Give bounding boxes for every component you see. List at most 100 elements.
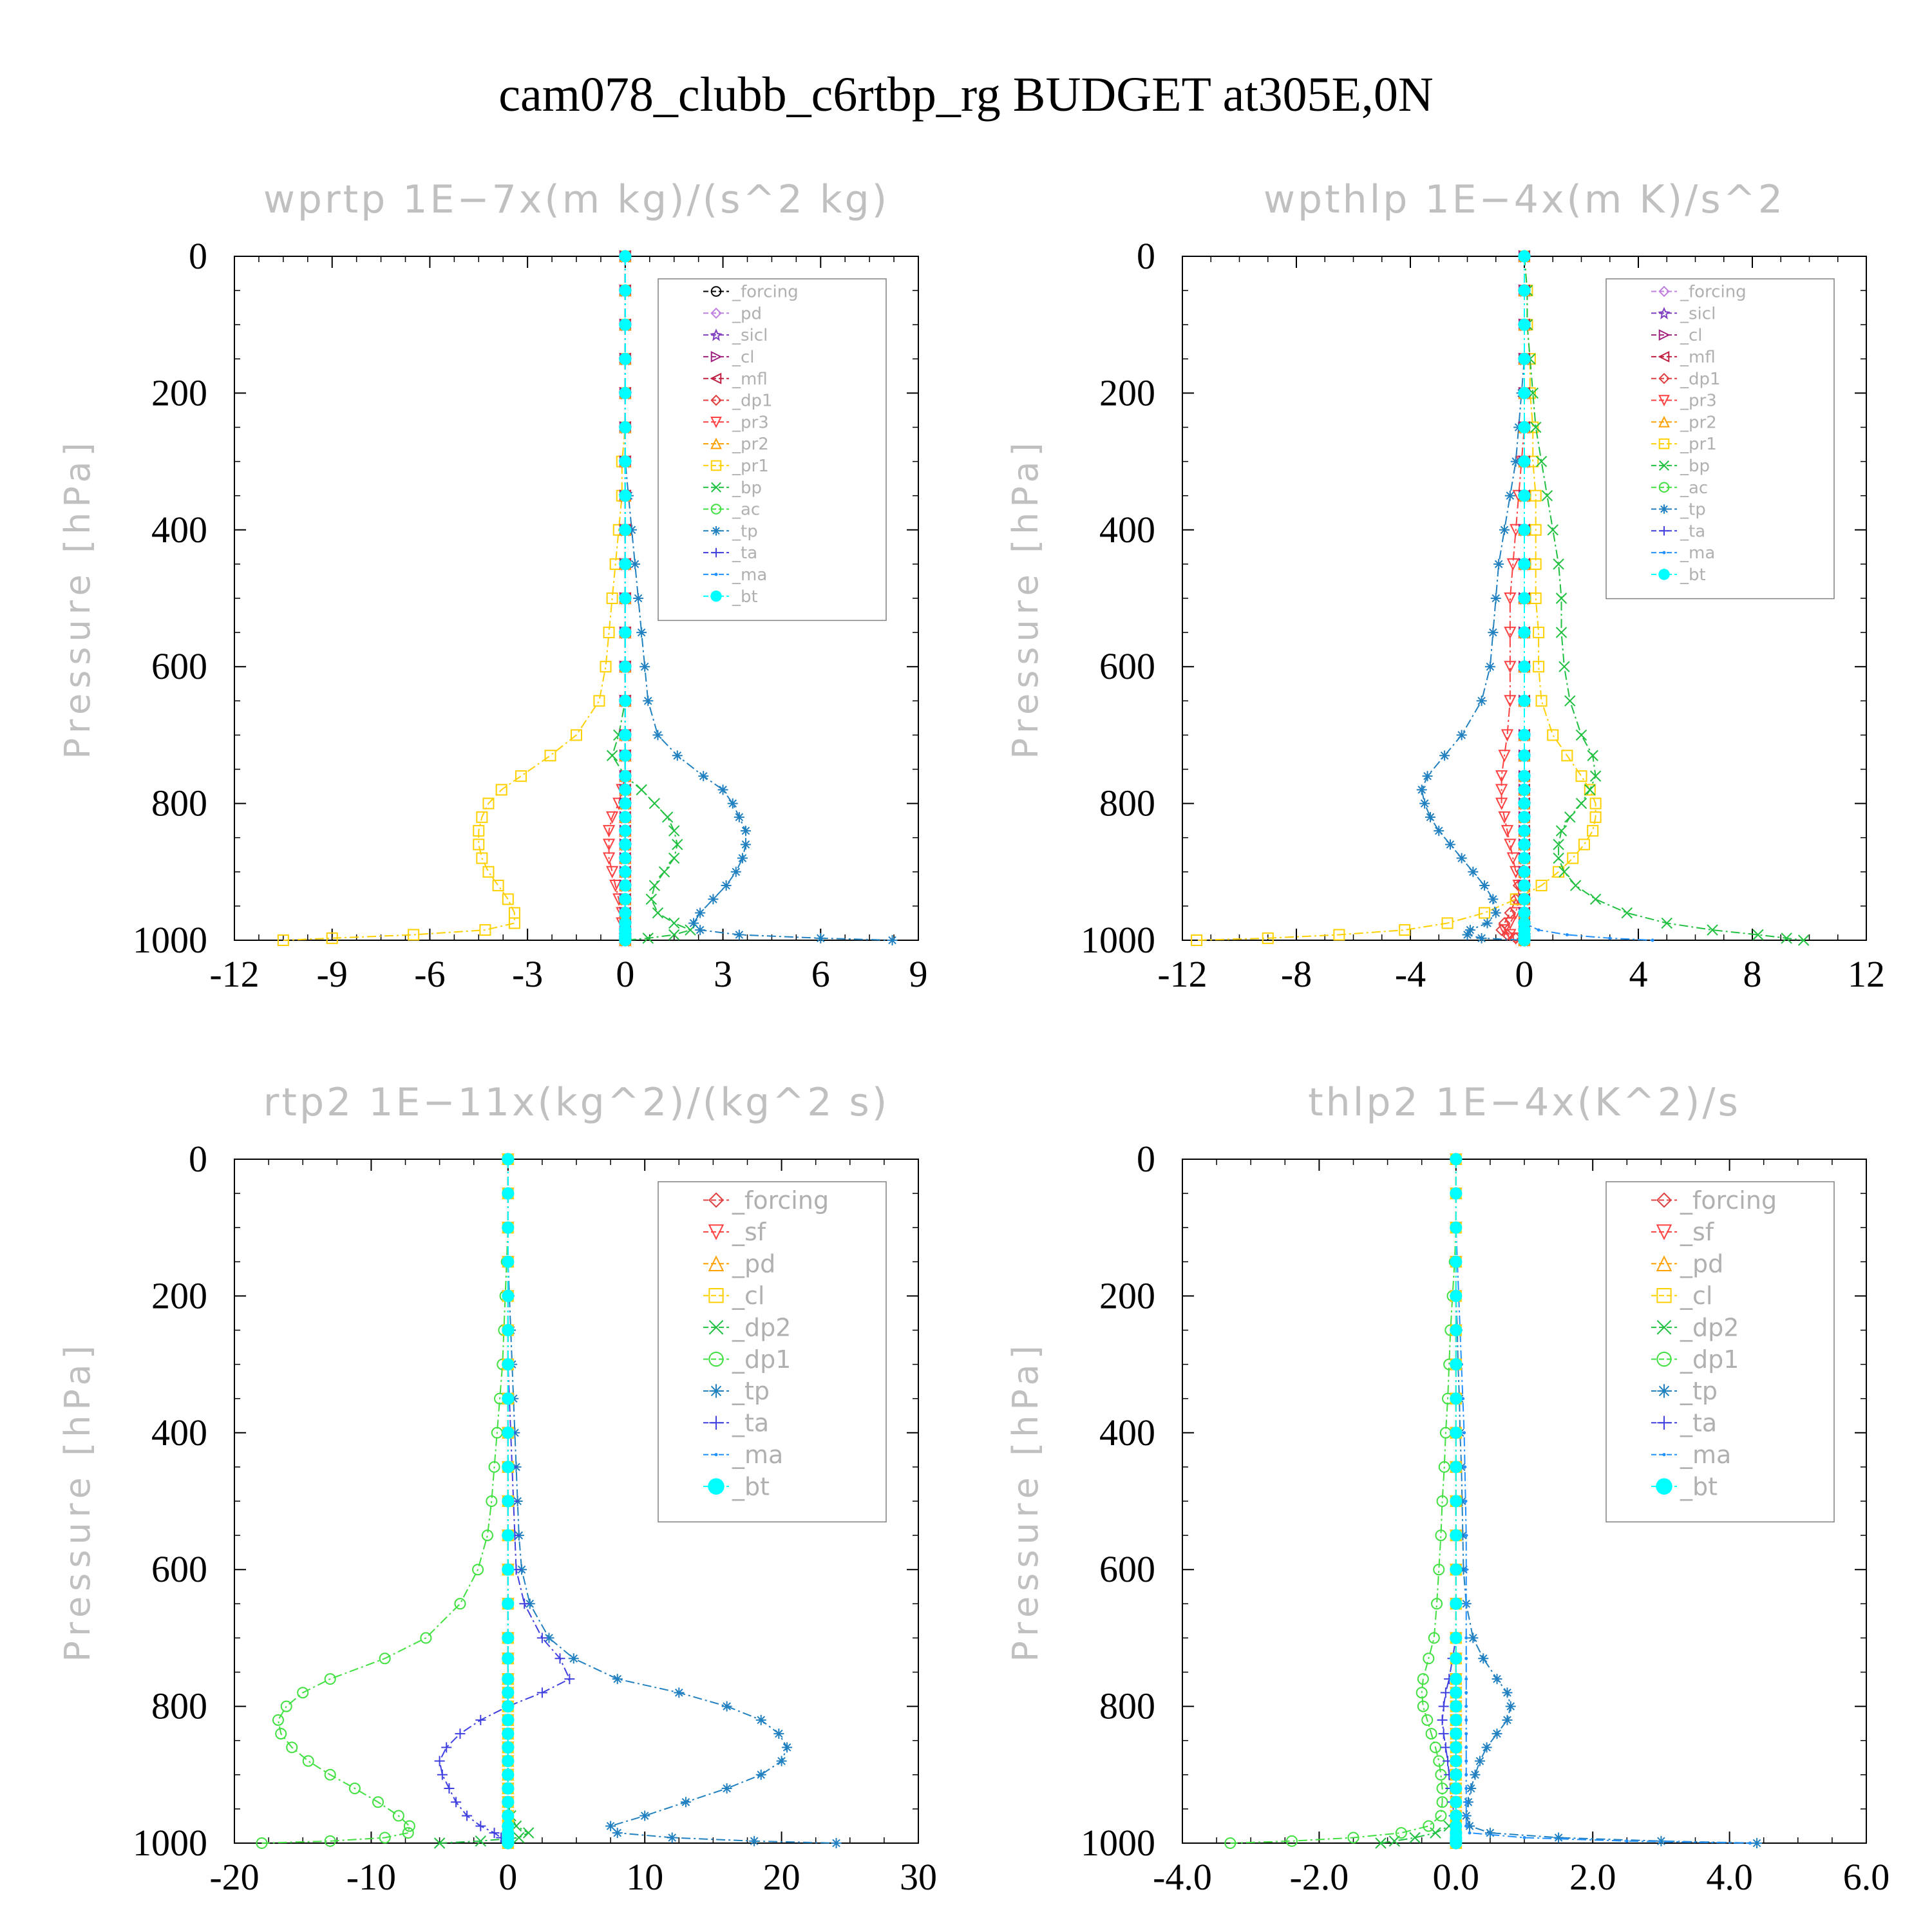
data-point bbox=[420, 1632, 432, 1644]
data-point bbox=[1438, 1728, 1449, 1739]
y-tick-label: 0 bbox=[189, 1138, 207, 1180]
data-point bbox=[668, 852, 680, 864]
legend-box bbox=[1605, 278, 1835, 600]
legend-label: _bp bbox=[732, 478, 762, 498]
legend-entry: _pr1 bbox=[703, 457, 769, 476]
data-point bbox=[755, 1714, 766, 1725]
x-tick-label: 8 bbox=[1743, 953, 1762, 995]
legend-entry: _forcing bbox=[1651, 1186, 1777, 1215]
y-tick-label: 400 bbox=[1099, 509, 1155, 551]
series-bt bbox=[1450, 1153, 1463, 1850]
data-point bbox=[1450, 1597, 1463, 1610]
x-tick-label: 4 bbox=[1629, 953, 1648, 995]
legend-label: _dp2 bbox=[732, 1313, 791, 1341]
data-point bbox=[1450, 1495, 1463, 1508]
x-tick-label: -4 bbox=[1395, 953, 1426, 995]
legend-label: _pr2 bbox=[1680, 413, 1717, 432]
data-point bbox=[513, 1832, 525, 1844]
legend-label: _pd bbox=[732, 304, 762, 323]
data-point bbox=[1518, 783, 1531, 796]
legend-label: _ta bbox=[732, 544, 757, 563]
legend-marker bbox=[711, 547, 721, 558]
legend-marker bbox=[1658, 329, 1671, 341]
legend-entry: _pd bbox=[703, 1250, 775, 1278]
data-point bbox=[1621, 907, 1633, 919]
data-point bbox=[1504, 695, 1517, 708]
legend-entry: _sf bbox=[703, 1218, 767, 1246]
data-point bbox=[479, 924, 491, 936]
data-point bbox=[1488, 627, 1499, 638]
series-bt bbox=[1518, 250, 1531, 947]
data-point bbox=[603, 627, 615, 639]
data-point bbox=[1518, 455, 1531, 468]
x-tick-label: 30 bbox=[900, 1856, 937, 1898]
data-point bbox=[755, 1769, 766, 1780]
legend-label: _pr3 bbox=[1680, 392, 1717, 411]
data-point bbox=[326, 932, 338, 944]
data-point bbox=[619, 284, 632, 297]
data-point bbox=[668, 929, 680, 941]
legend-marker bbox=[1658, 438, 1670, 450]
legend-label: _forcing bbox=[1680, 1186, 1777, 1215]
data-point bbox=[619, 824, 632, 837]
data-point bbox=[1490, 593, 1501, 603]
data-point bbox=[1450, 1741, 1463, 1754]
data-point bbox=[502, 1714, 515, 1727]
legend-entry: _mfl bbox=[703, 370, 768, 389]
data-point bbox=[1493, 558, 1504, 569]
data-point bbox=[1518, 851, 1531, 865]
legend-marker bbox=[710, 351, 723, 363]
data-point bbox=[1518, 694, 1531, 707]
data-point bbox=[1522, 1836, 1526, 1840]
legend-entry: _ta bbox=[703, 544, 757, 563]
data-point bbox=[1518, 770, 1531, 782]
legend-entry: _pr2 bbox=[703, 435, 769, 454]
x-tick-label: -3 bbox=[512, 953, 543, 995]
legend-marker bbox=[708, 1478, 724, 1495]
legend-entry: _dp2 bbox=[703, 1313, 791, 1341]
data-point bbox=[1504, 917, 1517, 930]
data-point bbox=[1518, 749, 1531, 762]
legend-label: _cl bbox=[1680, 326, 1703, 345]
legend-entry: _cl bbox=[1651, 326, 1703, 345]
data-point bbox=[502, 1782, 515, 1795]
legend-marker bbox=[711, 482, 721, 493]
data-point bbox=[1450, 1652, 1463, 1665]
data-point bbox=[1479, 907, 1491, 919]
data-point bbox=[1436, 1495, 1448, 1507]
data-point bbox=[593, 695, 605, 707]
data-point bbox=[1450, 1631, 1463, 1644]
data-point bbox=[1466, 1783, 1477, 1794]
data-point bbox=[1464, 1759, 1468, 1763]
legend-marker bbox=[1658, 307, 1671, 319]
data-point bbox=[1488, 894, 1499, 905]
legend-label: _bt bbox=[732, 1472, 770, 1501]
legend-entry: _tp bbox=[1651, 500, 1706, 520]
y-tick-label: 1000 bbox=[1081, 919, 1155, 961]
data-point bbox=[619, 770, 632, 782]
series-line bbox=[1524, 256, 1804, 941]
data-point bbox=[661, 811, 674, 823]
data-point bbox=[1421, 1714, 1434, 1726]
data-point bbox=[1433, 1564, 1445, 1576]
data-point bbox=[619, 783, 632, 796]
data-point bbox=[486, 1495, 498, 1507]
data-point bbox=[489, 1828, 500, 1839]
data-point bbox=[1558, 866, 1570, 878]
x-tick-label: 0 bbox=[498, 1856, 517, 1898]
y-axis-label: Pressure [hPa] bbox=[1005, 1340, 1046, 1662]
data-point bbox=[502, 1700, 515, 1713]
data-point bbox=[1535, 880, 1548, 892]
data-point bbox=[1505, 1701, 1516, 1712]
data-point bbox=[737, 853, 748, 864]
panel-4: thlp2 1E−4x(K^2)/s Pressure [hPa] -4.0 -2.0… bbox=[1005, 1080, 1889, 1898]
legend-marker bbox=[710, 504, 722, 515]
data-point bbox=[524, 1598, 535, 1609]
data-point bbox=[1450, 1563, 1463, 1576]
data-point bbox=[619, 592, 632, 605]
data-point bbox=[1504, 929, 1517, 942]
legend-label: _dp1 bbox=[1680, 370, 1721, 389]
data-point bbox=[1464, 1814, 1468, 1818]
data-point bbox=[1797, 934, 1810, 946]
data-point bbox=[1501, 825, 1514, 838]
